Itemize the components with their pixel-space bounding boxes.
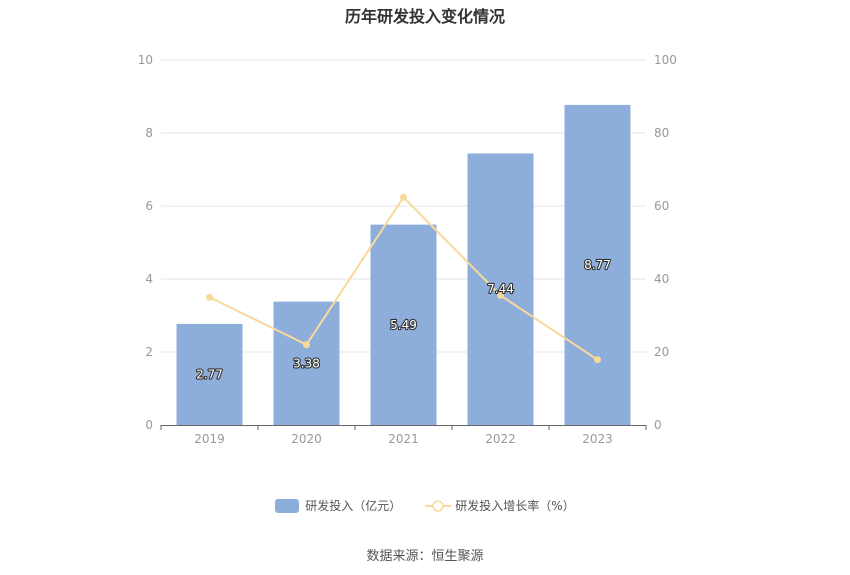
legend-bar-swatch: [275, 498, 300, 513]
legend-item-line[interactable]: 研发投入增长率（%）: [425, 497, 575, 514]
bar-value-label: 8.77: [584, 258, 611, 272]
bar-value-label: 3.38: [293, 356, 320, 370]
legend-item-bar[interactable]: 研发投入（亿元）: [275, 497, 401, 514]
y-right-tick-label: 60: [654, 199, 669, 213]
y-left-tick-label: 8: [145, 126, 153, 140]
y-right-tick-label: 80: [654, 126, 669, 140]
legend-line-swatch: [425, 499, 452, 512]
bar: [176, 323, 243, 425]
bar-value-label: 2.77: [196, 367, 223, 381]
bar: [370, 224, 437, 425]
bar-value-label: 7.44: [487, 282, 514, 296]
y-left-tick-label: 0: [145, 418, 153, 432]
y-right-tick-label: 0: [654, 418, 662, 432]
growth-point: [303, 341, 310, 349]
growth-point: [206, 293, 213, 301]
source-note: 数据来源：恒生聚源: [366, 549, 484, 564]
legend-line-label: 研发投入增长率（%）: [455, 499, 575, 513]
legend-bar-label: 研发投入（亿元）: [305, 499, 402, 513]
y-left-tick-label: 6: [145, 199, 153, 213]
x-tick-label: 2023: [582, 432, 613, 446]
bar: [273, 301, 340, 425]
x-tick-label: 2019: [194, 432, 225, 446]
chart-title: 历年研发投入变化情况: [344, 7, 505, 26]
bar: [564, 104, 631, 426]
growth-point: [400, 193, 407, 201]
growth-point: [594, 356, 601, 364]
legend: 研发投入（亿元） 研发投入增长率（%）: [0, 497, 850, 514]
y-right-tick-label: 20: [654, 345, 669, 359]
x-tick-label: 2021: [388, 432, 419, 446]
y-left-tick-label: 2: [145, 345, 153, 359]
y-left-tick-label: 4: [145, 272, 153, 286]
bar: [467, 153, 534, 425]
bar-value-label: 5.49: [390, 318, 417, 332]
x-tick-label: 2020: [291, 432, 322, 446]
y-right-tick-label: 40: [654, 272, 669, 286]
growth-point: [497, 291, 504, 299]
y-right-tick-label: 100: [654, 53, 677, 67]
y-left-tick-label: 10: [138, 53, 153, 67]
x-tick-label: 2022: [485, 432, 516, 446]
